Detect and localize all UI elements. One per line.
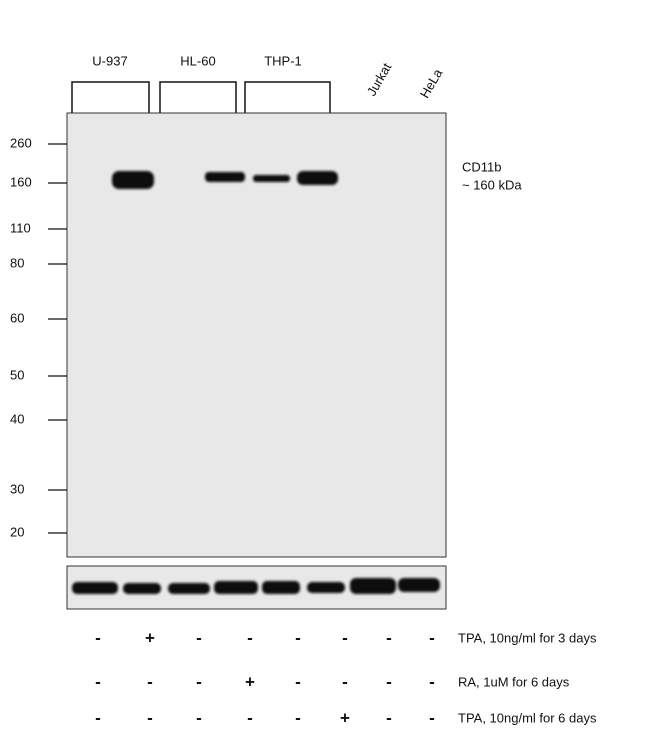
band (205, 172, 245, 182)
treatment-sign: + (245, 672, 255, 691)
cell-line-label: THP-1 (264, 53, 302, 68)
treatment-sign: - (429, 672, 435, 691)
band (398, 578, 440, 592)
band (112, 171, 154, 189)
marker-label: 110 (10, 220, 31, 235)
treatment-sign: - (95, 628, 101, 647)
control-bands (72, 578, 440, 594)
bands (112, 171, 338, 189)
bracket (159, 81, 237, 113)
size-label: ~ 160 kDa (462, 177, 522, 192)
marker-label: 260 (10, 135, 32, 150)
treatment-sign: - (147, 672, 153, 691)
band (307, 582, 345, 593)
marker-label: 60 (10, 310, 24, 325)
treatment-sign: - (295, 628, 301, 647)
marker-label: 50 (10, 367, 24, 382)
treatment-sign: - (342, 672, 348, 691)
cell-line-label: U-937 (92, 53, 127, 68)
marker-label: 30 (10, 481, 24, 496)
treatment-sign: - (342, 628, 348, 647)
treatment-sign: + (340, 708, 350, 727)
treatment-sign: + (145, 628, 155, 647)
treatment-sign: - (247, 628, 253, 647)
bracket (71, 81, 150, 113)
treatment-sign: - (386, 708, 392, 727)
treatment-sign: - (295, 672, 301, 691)
band (253, 175, 290, 182)
marker-label: 160 (10, 174, 32, 189)
treatment-sign: - (386, 672, 392, 691)
treatment-label: TPA, 10ng/ml for 3 days (458, 630, 597, 645)
band (262, 581, 300, 594)
band (72, 582, 118, 594)
treatment-sign: - (95, 672, 101, 691)
treatment-sign: - (196, 628, 202, 647)
treatment-sign: - (247, 708, 253, 727)
marker-label: 20 (10, 524, 24, 539)
treatment-sign: - (196, 672, 202, 691)
treatment-label: TPA, 10ng/ml for 6 days (458, 710, 597, 725)
treatment-sign: - (95, 708, 101, 727)
band (214, 581, 258, 594)
cell-line-label: HL-60 (180, 53, 215, 68)
treatment-sign: - (429, 708, 435, 727)
treatment-sign: - (147, 708, 153, 727)
treatment-label: RA, 1uM for 6 days (458, 674, 570, 689)
bracket (244, 81, 331, 113)
band (297, 171, 338, 185)
band (350, 578, 396, 594)
treatment-sign: - (295, 708, 301, 727)
band (123, 583, 161, 594)
band (168, 583, 210, 594)
marker-label: 40 (10, 411, 24, 426)
lane-brackets (71, 81, 331, 113)
treatment-sign: - (429, 628, 435, 647)
cell-line-label: Jurkat (364, 60, 395, 98)
treatment-sign: - (196, 708, 202, 727)
treatment-sign: - (386, 628, 392, 647)
marker-label: 80 (10, 255, 24, 270)
target-label: CD11b (462, 159, 502, 174)
cell-line-label: HeLa (417, 66, 446, 101)
